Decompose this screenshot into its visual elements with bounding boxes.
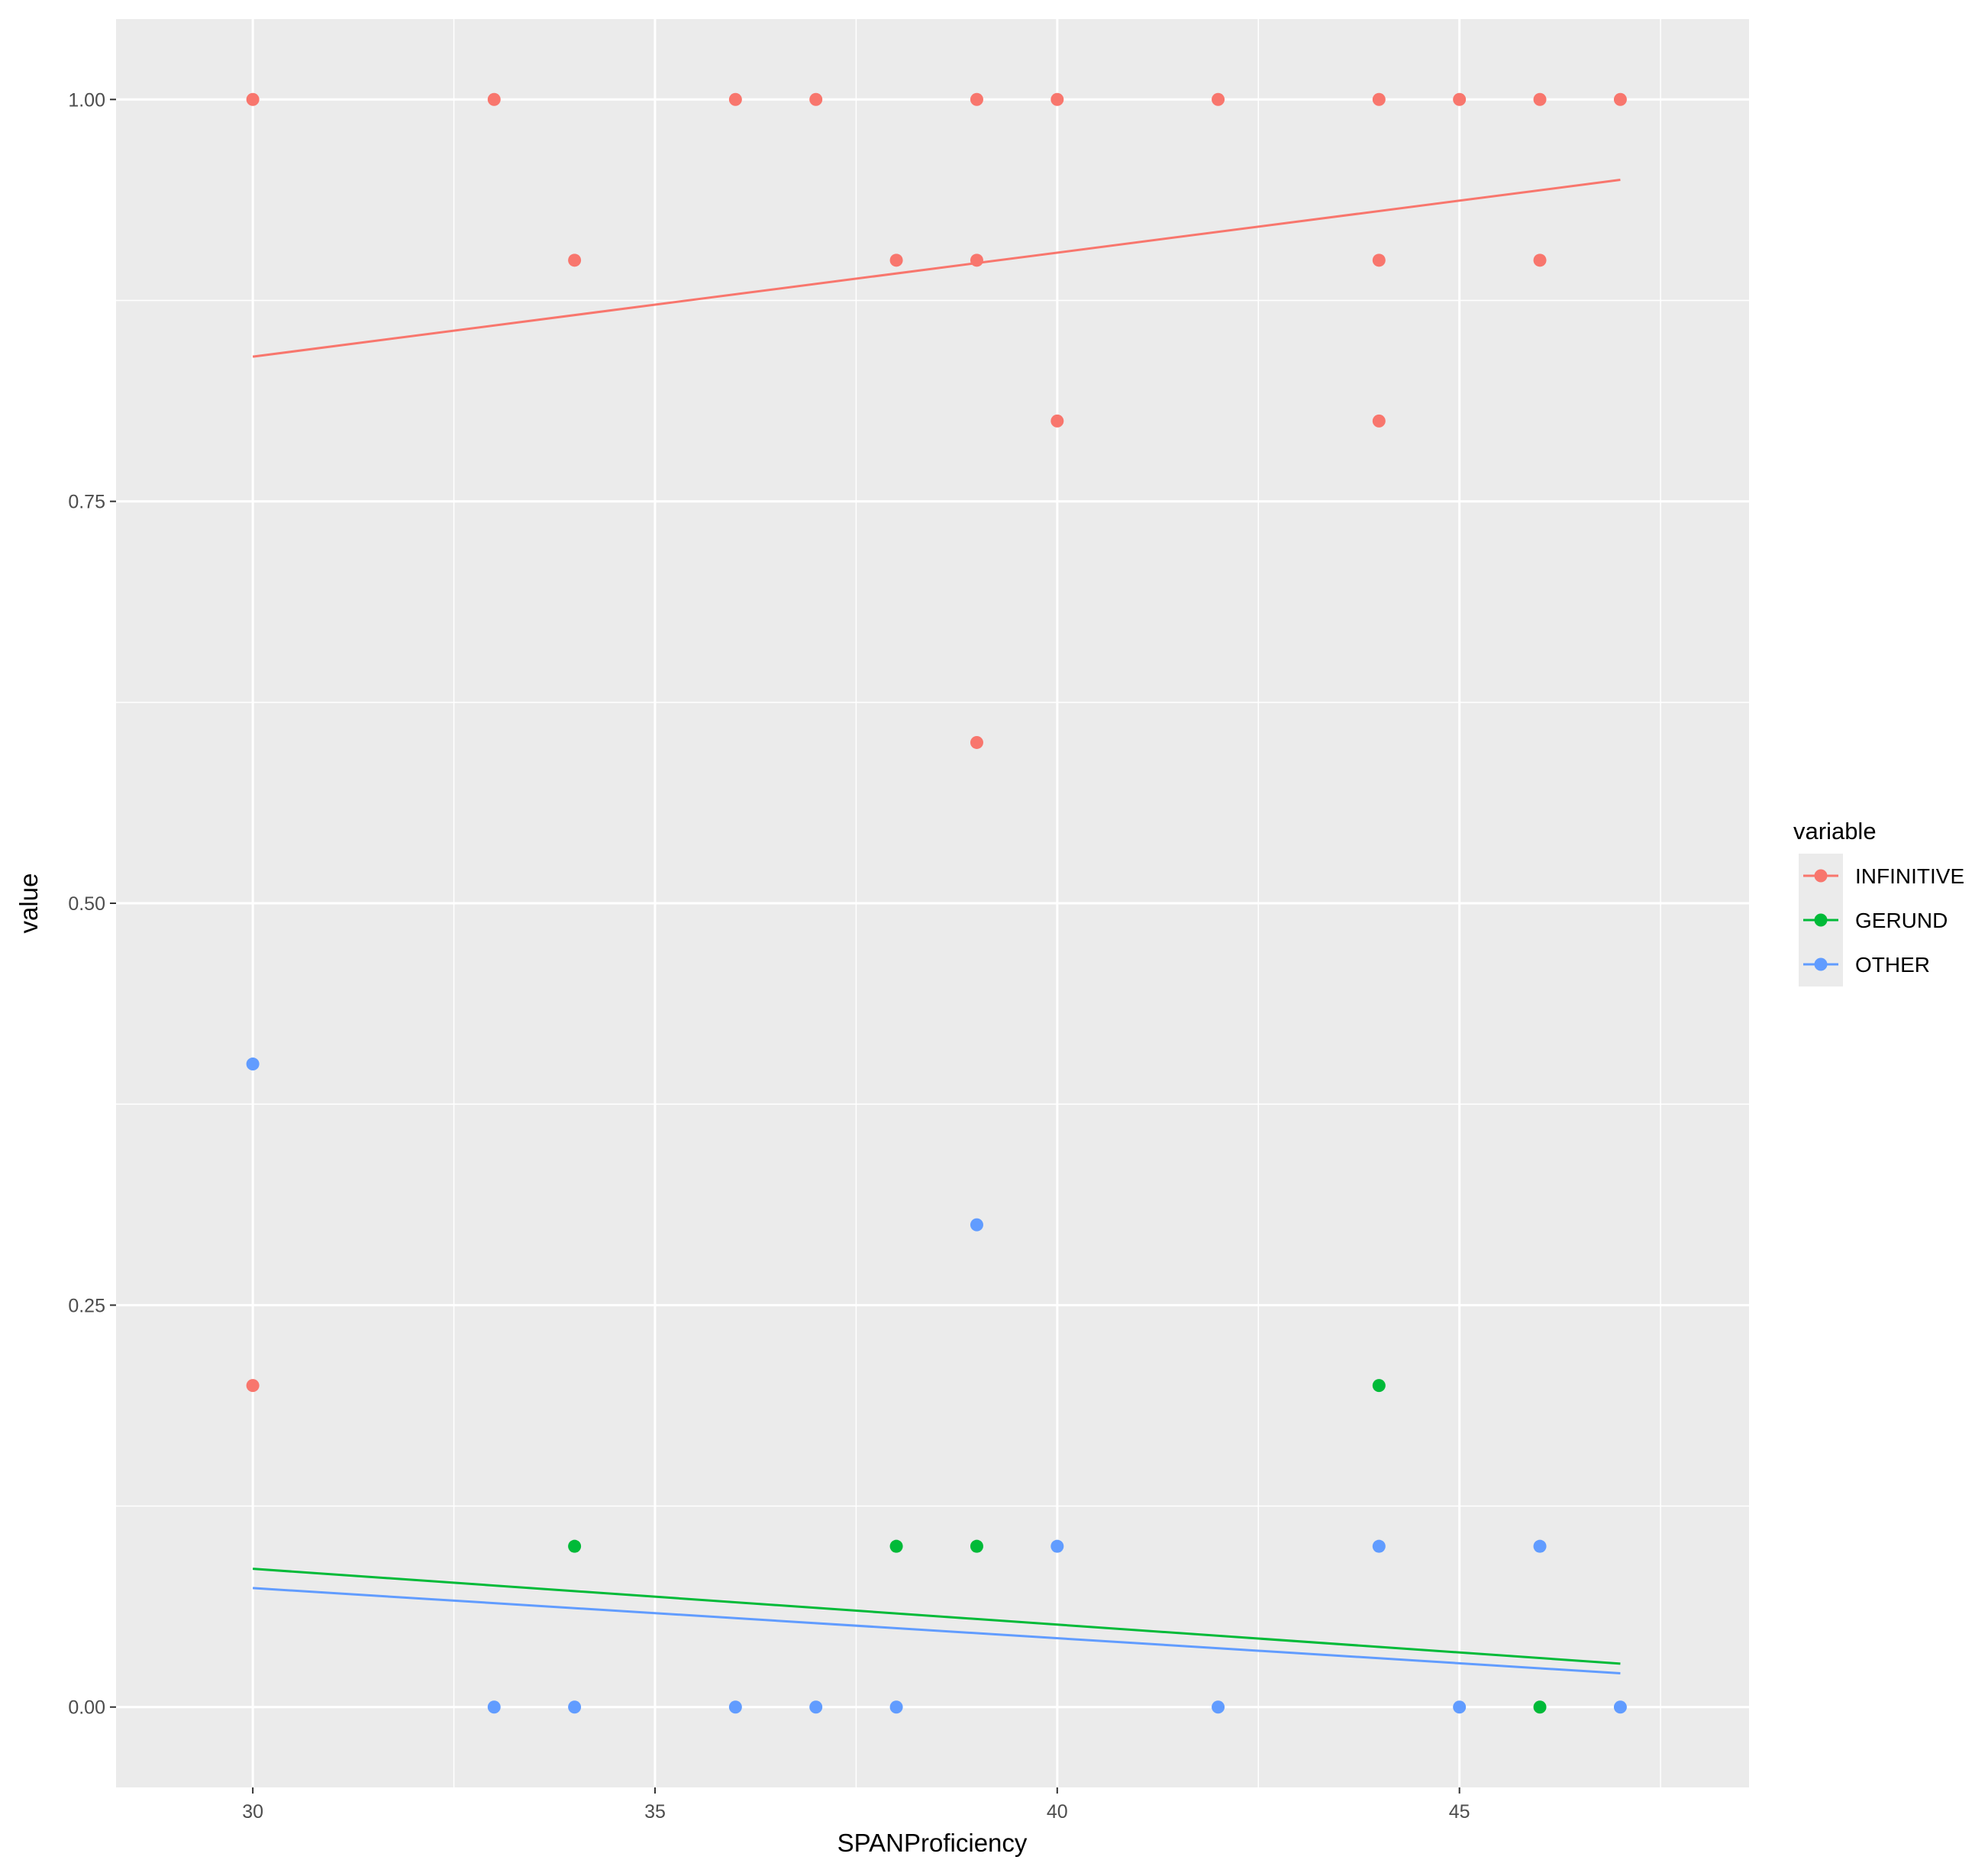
point-other [970,1218,983,1232]
point-other [1613,1700,1627,1714]
point-infinitive [1533,92,1547,106]
point-infinitive [1613,92,1627,106]
y-tick-label: 1.00 [68,89,105,111]
point-infinitive [1453,92,1467,106]
x-axis-title: SPANProficiency [837,1829,1028,1857]
point-infinitive [970,735,983,749]
point-infinitive [1372,92,1386,106]
point-other [728,1700,742,1714]
point-infinitive [728,92,742,106]
point-gerund [1533,1700,1547,1714]
x-tick-label: 45 [1449,1801,1470,1823]
y-tick-label: 0.25 [68,1295,105,1316]
trend-lines [252,179,1621,1675]
y-tick-label: 0.75 [68,492,105,513]
point-other [568,1700,582,1714]
point-other [1212,1700,1225,1714]
point-other [809,1700,823,1714]
point-infinitive [1372,414,1386,428]
legend-label-other: OTHER [1855,953,1930,977]
point-infinitive [1050,92,1064,106]
point-infinitive [970,92,983,106]
point-gerund [568,1539,582,1553]
point-infinitive [809,92,823,106]
point-gerund [889,1539,903,1553]
point-infinitive [1533,253,1547,267]
point-other [1372,1539,1386,1553]
legend-label-gerund: GERUND [1855,909,1948,932]
point-infinitive [970,253,983,267]
point-infinitive [246,1379,260,1393]
point-infinitive [1212,92,1225,106]
y-tick-label: 0.00 [68,1697,105,1719]
point-infinitive [568,253,582,267]
legend: variable INFINITIVE GERUND OTHER [1793,818,1964,986]
point-infinitive [487,92,501,106]
x-tick-label: 35 [644,1801,666,1823]
point-infinitive [1372,253,1386,267]
y-axis-title: value [15,873,43,934]
point-gerund [1372,1379,1386,1393]
point-other [246,1057,260,1071]
trend-line-other [253,1587,1621,1675]
legend-label-infinitive: INFINITIVE [1855,864,1964,888]
major-gridlines [116,19,1749,1787]
point-infinitive [1050,414,1064,428]
legend-key-point [1814,957,1828,971]
point-infinitive [889,253,903,267]
point-other [1453,1700,1467,1714]
point-infinitive [246,92,260,106]
y-tick-label: 0.50 [68,893,105,915]
data-points [246,92,1627,1714]
point-other [889,1700,903,1714]
x-tick-label: 30 [242,1801,263,1823]
axis-ticks: 30 35 40 45 0.00 0.25 0.50 0.75 1.00 [68,89,1470,1823]
point-gerund [970,1539,983,1553]
legend-title: variable [1793,818,1877,844]
legend-key-point [1814,869,1828,883]
trend-line-gerund [253,1568,1621,1665]
trend-line-infinitive [252,179,1621,358]
point-other [1050,1539,1064,1553]
legend-key-point [1814,913,1828,927]
point-other [1533,1539,1547,1553]
point-other [487,1700,501,1714]
x-tick-label: 40 [1047,1801,1068,1823]
